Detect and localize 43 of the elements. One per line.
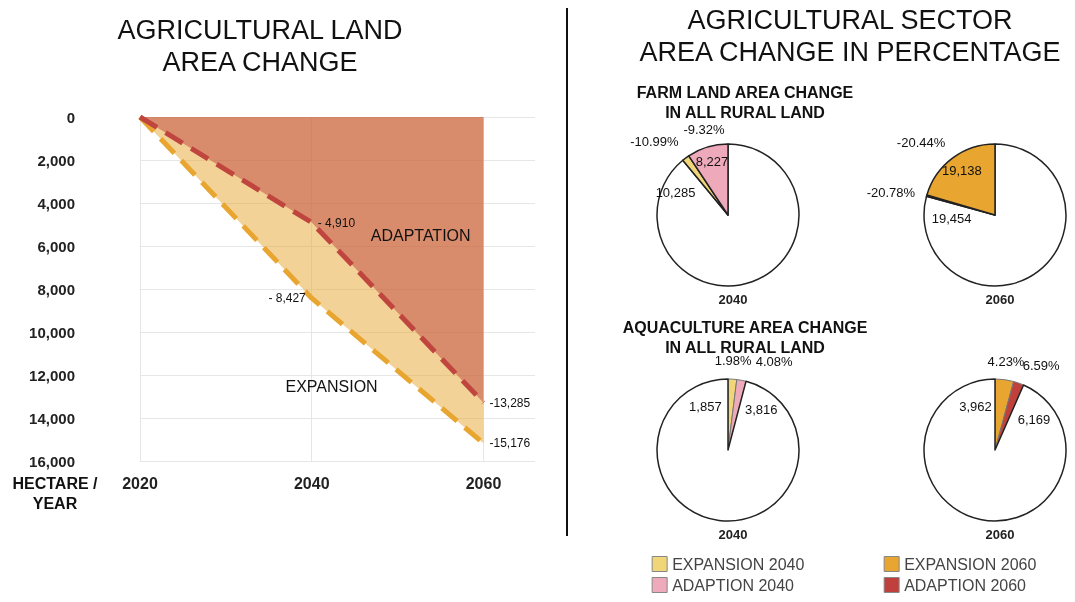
- x-tick-label: 2060: [465, 474, 502, 492]
- y-axis-title: HECTARE / YEAR: [11, 474, 99, 514]
- series-label: EXPANSION: [285, 378, 378, 396]
- chart-title: AGRICULTURAL SECTOR AREA CHANGE IN PERCENTAGE: [638, 4, 1062, 68]
- text: -20.78%: [866, 184, 916, 200]
- text: 2040: [718, 527, 748, 542]
- y-tick-label: 12,000: [29, 366, 75, 384]
- text: 2060: [985, 527, 1015, 542]
- y-tick-label: 0: [66, 108, 75, 126]
- text: 4.08%: [755, 354, 794, 370]
- text: -20.44%: [896, 134, 946, 150]
- legend-label: ADAPTION 2040: [672, 576, 795, 594]
- legend-label: EXPANSION 2040: [672, 555, 805, 573]
- text: 1.98%: [714, 353, 753, 369]
- series-label: ADAPTATION: [370, 226, 471, 244]
- y-tick-label: 16,000: [29, 452, 75, 470]
- data-label: -13,285: [489, 395, 531, 410]
- y-tick-label: 14,000: [29, 409, 75, 427]
- x-tick-label: 2020: [122, 474, 158, 492]
- text: 1,857: [689, 399, 722, 415]
- y-tick-label: 2,000: [37, 151, 75, 169]
- text: 19,138: [941, 163, 982, 179]
- data-label: -15,176: [489, 436, 531, 451]
- x-tick-label: 2040: [293, 474, 330, 492]
- chart-subtitle: FARM LAND AREA CHANGE IN ALL RURAL LAND: [635, 83, 855, 123]
- text: -10.99%: [630, 134, 679, 150]
- text: 6,169: [1017, 411, 1051, 427]
- y-tick-label: 4,000: [37, 194, 75, 212]
- data-label: - 4,910: [317, 215, 356, 230]
- y-tick-label: 8,000: [37, 280, 75, 298]
- y-tick-label: 10,000: [29, 323, 75, 341]
- legend-label: ADAPTION 2060: [904, 576, 1027, 594]
- legend-label: EXPANSION 2060: [904, 555, 1037, 573]
- text: 6.59%: [1022, 357, 1060, 373]
- y-tick-label: 6,000: [37, 237, 75, 255]
- text: -9.32%: [683, 121, 726, 137]
- text: 3,962: [959, 399, 992, 415]
- chart-title: AGRICULTURAL LAND AREA CHANGE: [116, 14, 404, 78]
- text: 2060: [985, 292, 1015, 307]
- data-label: - 8,427: [268, 291, 307, 306]
- text: 2040: [718, 292, 748, 307]
- chart-subtitle: AQUACULTURE AREA CHANGE IN ALL RURAL LAND: [621, 318, 869, 356]
- text: 3,816: [744, 402, 778, 418]
